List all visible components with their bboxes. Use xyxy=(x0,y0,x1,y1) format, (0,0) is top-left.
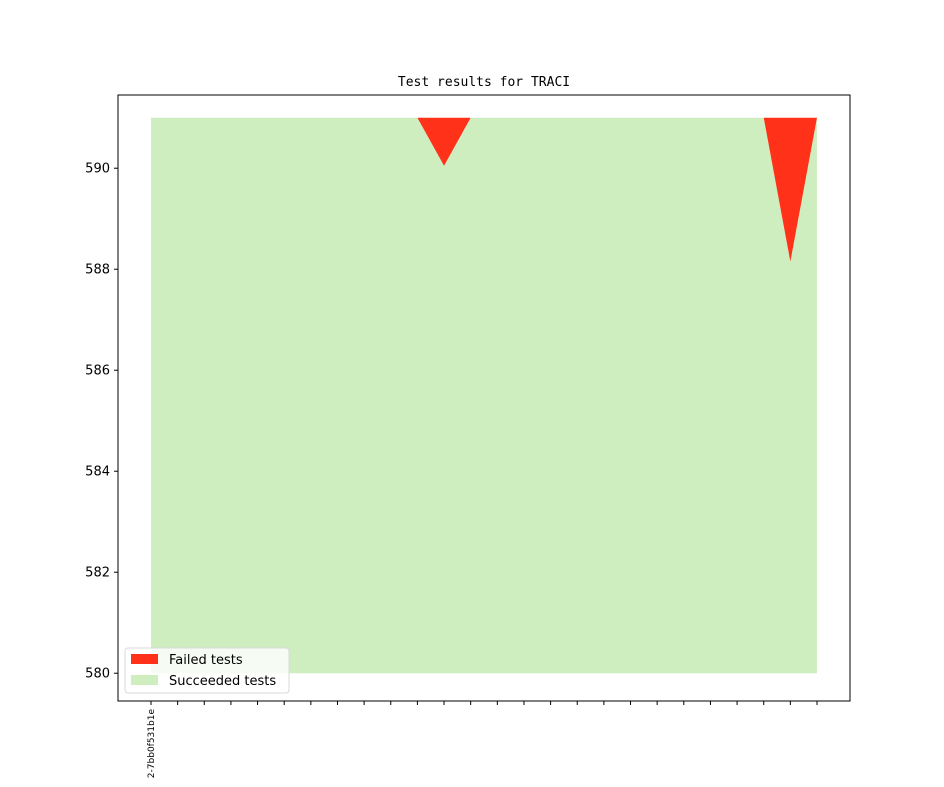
y-tick-label: 584 xyxy=(85,465,110,480)
axes-frame xyxy=(117,94,851,702)
series-area-succeeded-tests xyxy=(151,117,817,674)
y-axis: 580 582 584 586 588 590 xyxy=(85,162,118,682)
chart-title: Test results for TRACI xyxy=(398,75,570,90)
y-tick-label: 580 xyxy=(85,667,110,682)
x-tick-label: 2-7bb0f531b1e xyxy=(147,709,157,779)
legend: Failed tests Succeeded tests xyxy=(124,647,290,694)
x-axis: 2-7bb0f531b1e xyxy=(147,701,818,779)
y-tick-label: 586 xyxy=(85,364,110,379)
y-tick-label: 588 xyxy=(85,263,110,278)
legend-label: Succeeded tests xyxy=(169,674,276,689)
plot-area xyxy=(151,117,817,674)
legend-swatch xyxy=(131,654,158,664)
legend-swatch xyxy=(131,675,158,685)
y-tick-label: 582 xyxy=(85,566,110,581)
legend-label: Failed tests xyxy=(169,653,243,668)
legend-box xyxy=(124,647,290,694)
y-tick-label: 590 xyxy=(85,162,110,177)
